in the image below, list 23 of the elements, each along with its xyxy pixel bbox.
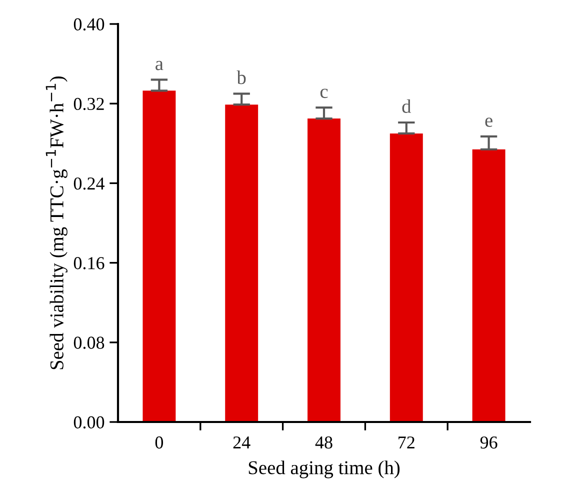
y-tick-label: 0.16: [74, 257, 104, 270]
x-tick-label: 96: [480, 436, 498, 449]
x-tick-label: 24: [233, 436, 250, 448]
y-tick-label: 0.32: [74, 98, 104, 110]
bar: [142, 90, 176, 422]
y-tick-label: 0.08: [74, 336, 104, 349]
x-axis-title: Seed aging time (h): [248, 460, 400, 478]
y-tick-label: 0.40: [74, 18, 104, 31]
annotation: c: [320, 88, 328, 98]
bar: [308, 118, 340, 422]
y-axis-title: Seed viability (mg TTC·g$^{−1}$FW·h$^{−1}$): [46, 76, 68, 370]
y-tick-label: 0.24: [74, 177, 105, 190]
bar: [390, 133, 423, 422]
x-tick-label: 72: [398, 436, 414, 448]
annotation: e: [485, 118, 492, 127]
annotation: b: [236, 70, 246, 84]
bar: [472, 149, 506, 422]
annotation: d: [402, 99, 412, 113]
x-tick-label: 0: [155, 436, 164, 449]
annotation: a: [156, 60, 164, 70]
x-tick-label: 48: [315, 436, 332, 449]
bar: [225, 104, 258, 422]
y-tick-label: 0.00: [74, 416, 104, 429]
